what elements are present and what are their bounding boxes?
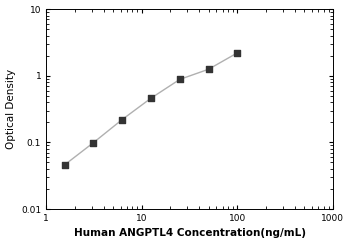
Point	[119, 118, 125, 122]
Point	[177, 77, 183, 81]
Point	[234, 51, 240, 55]
Point	[91, 141, 96, 145]
X-axis label: Human ANGPTL4 Concentration(ng/mL): Human ANGPTL4 Concentration(ng/mL)	[74, 228, 306, 238]
Point	[148, 96, 154, 100]
Point	[62, 163, 68, 167]
Point	[206, 67, 211, 71]
Y-axis label: Optical Density: Optical Density	[6, 69, 15, 149]
